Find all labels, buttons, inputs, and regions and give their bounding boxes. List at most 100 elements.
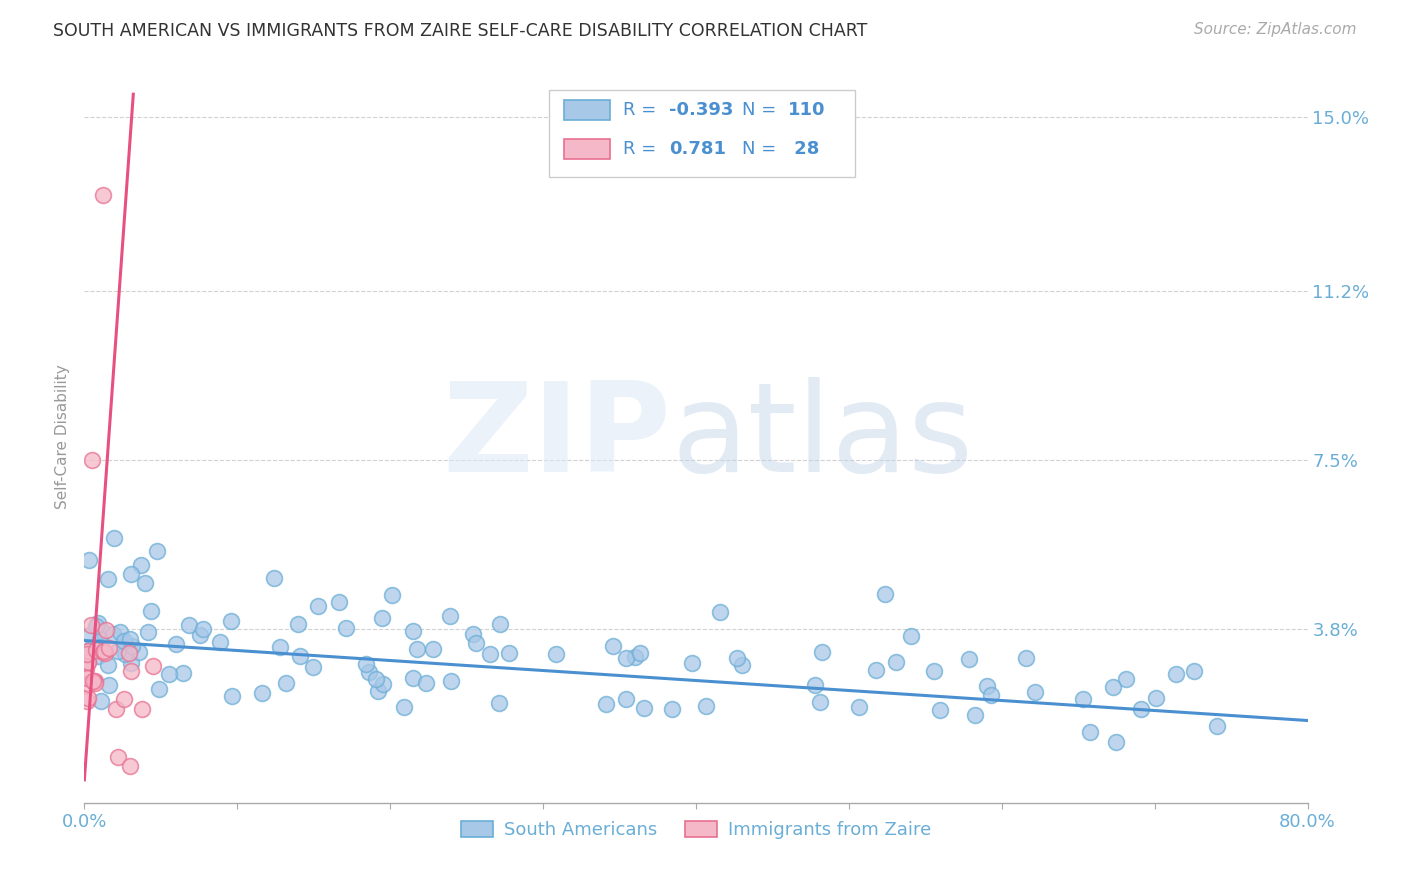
Point [136, 625, 159, 640]
Point [139, 604, 162, 618]
Point [114, 647, 136, 661]
Point [1071, 692, 1094, 706]
Legend: South Americans, Immigrants from Zaire: South Americans, Immigrants from Zaire [454, 814, 938, 847]
Point [1182, 664, 1205, 678]
Point [546, 647, 568, 661]
Point [695, 698, 717, 713]
Point [884, 655, 907, 669]
Point [107, 644, 129, 658]
FancyBboxPatch shape [564, 100, 610, 120]
Point [957, 652, 980, 666]
Point [219, 614, 242, 628]
Point [963, 707, 986, 722]
Point [98, 640, 121, 655]
Point [76, 643, 98, 657]
Point [614, 691, 637, 706]
Point [76, 671, 98, 685]
Point [97, 678, 120, 692]
Point [1078, 725, 1101, 739]
Point [873, 587, 896, 601]
Point [80, 453, 103, 467]
Point [269, 640, 291, 654]
Point [120, 759, 142, 773]
FancyBboxPatch shape [564, 138, 610, 159]
Point [415, 676, 437, 690]
Point [633, 701, 655, 715]
Point [83, 676, 105, 690]
Point [328, 595, 350, 609]
Point [89, 640, 111, 654]
Point [1164, 667, 1187, 681]
Point [84, 674, 107, 689]
Point [661, 702, 683, 716]
Point [128, 645, 150, 659]
Point [103, 531, 125, 545]
Point [1206, 719, 1229, 733]
Point [478, 647, 501, 661]
Point [94, 623, 117, 637]
Point [498, 646, 520, 660]
Point [86, 648, 108, 663]
Point [118, 646, 141, 660]
Point [79, 552, 101, 566]
Point [75, 662, 97, 676]
Point [681, 657, 703, 671]
Point [439, 609, 461, 624]
Point [112, 634, 135, 648]
Text: R =: R = [623, 101, 662, 120]
Point [177, 618, 200, 632]
Point [595, 698, 617, 712]
Point [709, 605, 731, 619]
Point [221, 689, 243, 703]
Text: N =: N = [742, 140, 783, 158]
Point [93, 644, 115, 658]
Point [97, 658, 120, 673]
Point [1102, 680, 1125, 694]
Text: 0.781: 0.781 [669, 140, 725, 158]
Point [91, 187, 114, 202]
Point [922, 664, 945, 678]
Point [120, 567, 142, 582]
Point [90, 624, 112, 638]
Point [76, 655, 98, 669]
Point [354, 657, 377, 671]
Point [77, 677, 100, 691]
Point [103, 627, 125, 641]
Point [422, 642, 444, 657]
Point [602, 639, 624, 653]
Point [120, 656, 142, 670]
Point [465, 635, 488, 649]
Point [804, 678, 827, 692]
Point [624, 649, 647, 664]
Point [76, 648, 98, 662]
Point [142, 658, 165, 673]
Point [120, 632, 142, 646]
Point [808, 695, 831, 709]
Point [359, 665, 381, 679]
Point [463, 627, 485, 641]
Point [440, 673, 463, 688]
Point [614, 651, 637, 665]
Text: N =: N = [742, 101, 783, 120]
Point [276, 676, 298, 690]
Point [406, 641, 429, 656]
Point [301, 659, 323, 673]
Point [980, 689, 1002, 703]
Point [366, 672, 388, 686]
Point [97, 572, 120, 586]
Text: R =: R = [623, 140, 662, 158]
Point [86, 615, 108, 630]
Point [1024, 685, 1046, 699]
Point [865, 663, 887, 677]
Point [94, 646, 117, 660]
Point [148, 681, 170, 696]
Point [402, 624, 425, 638]
Point [89, 632, 111, 646]
Point [1015, 651, 1038, 665]
Point [367, 684, 389, 698]
Point [86, 619, 108, 633]
Point [165, 637, 187, 651]
Point [105, 702, 128, 716]
Point [77, 691, 100, 706]
Point [82, 674, 104, 689]
